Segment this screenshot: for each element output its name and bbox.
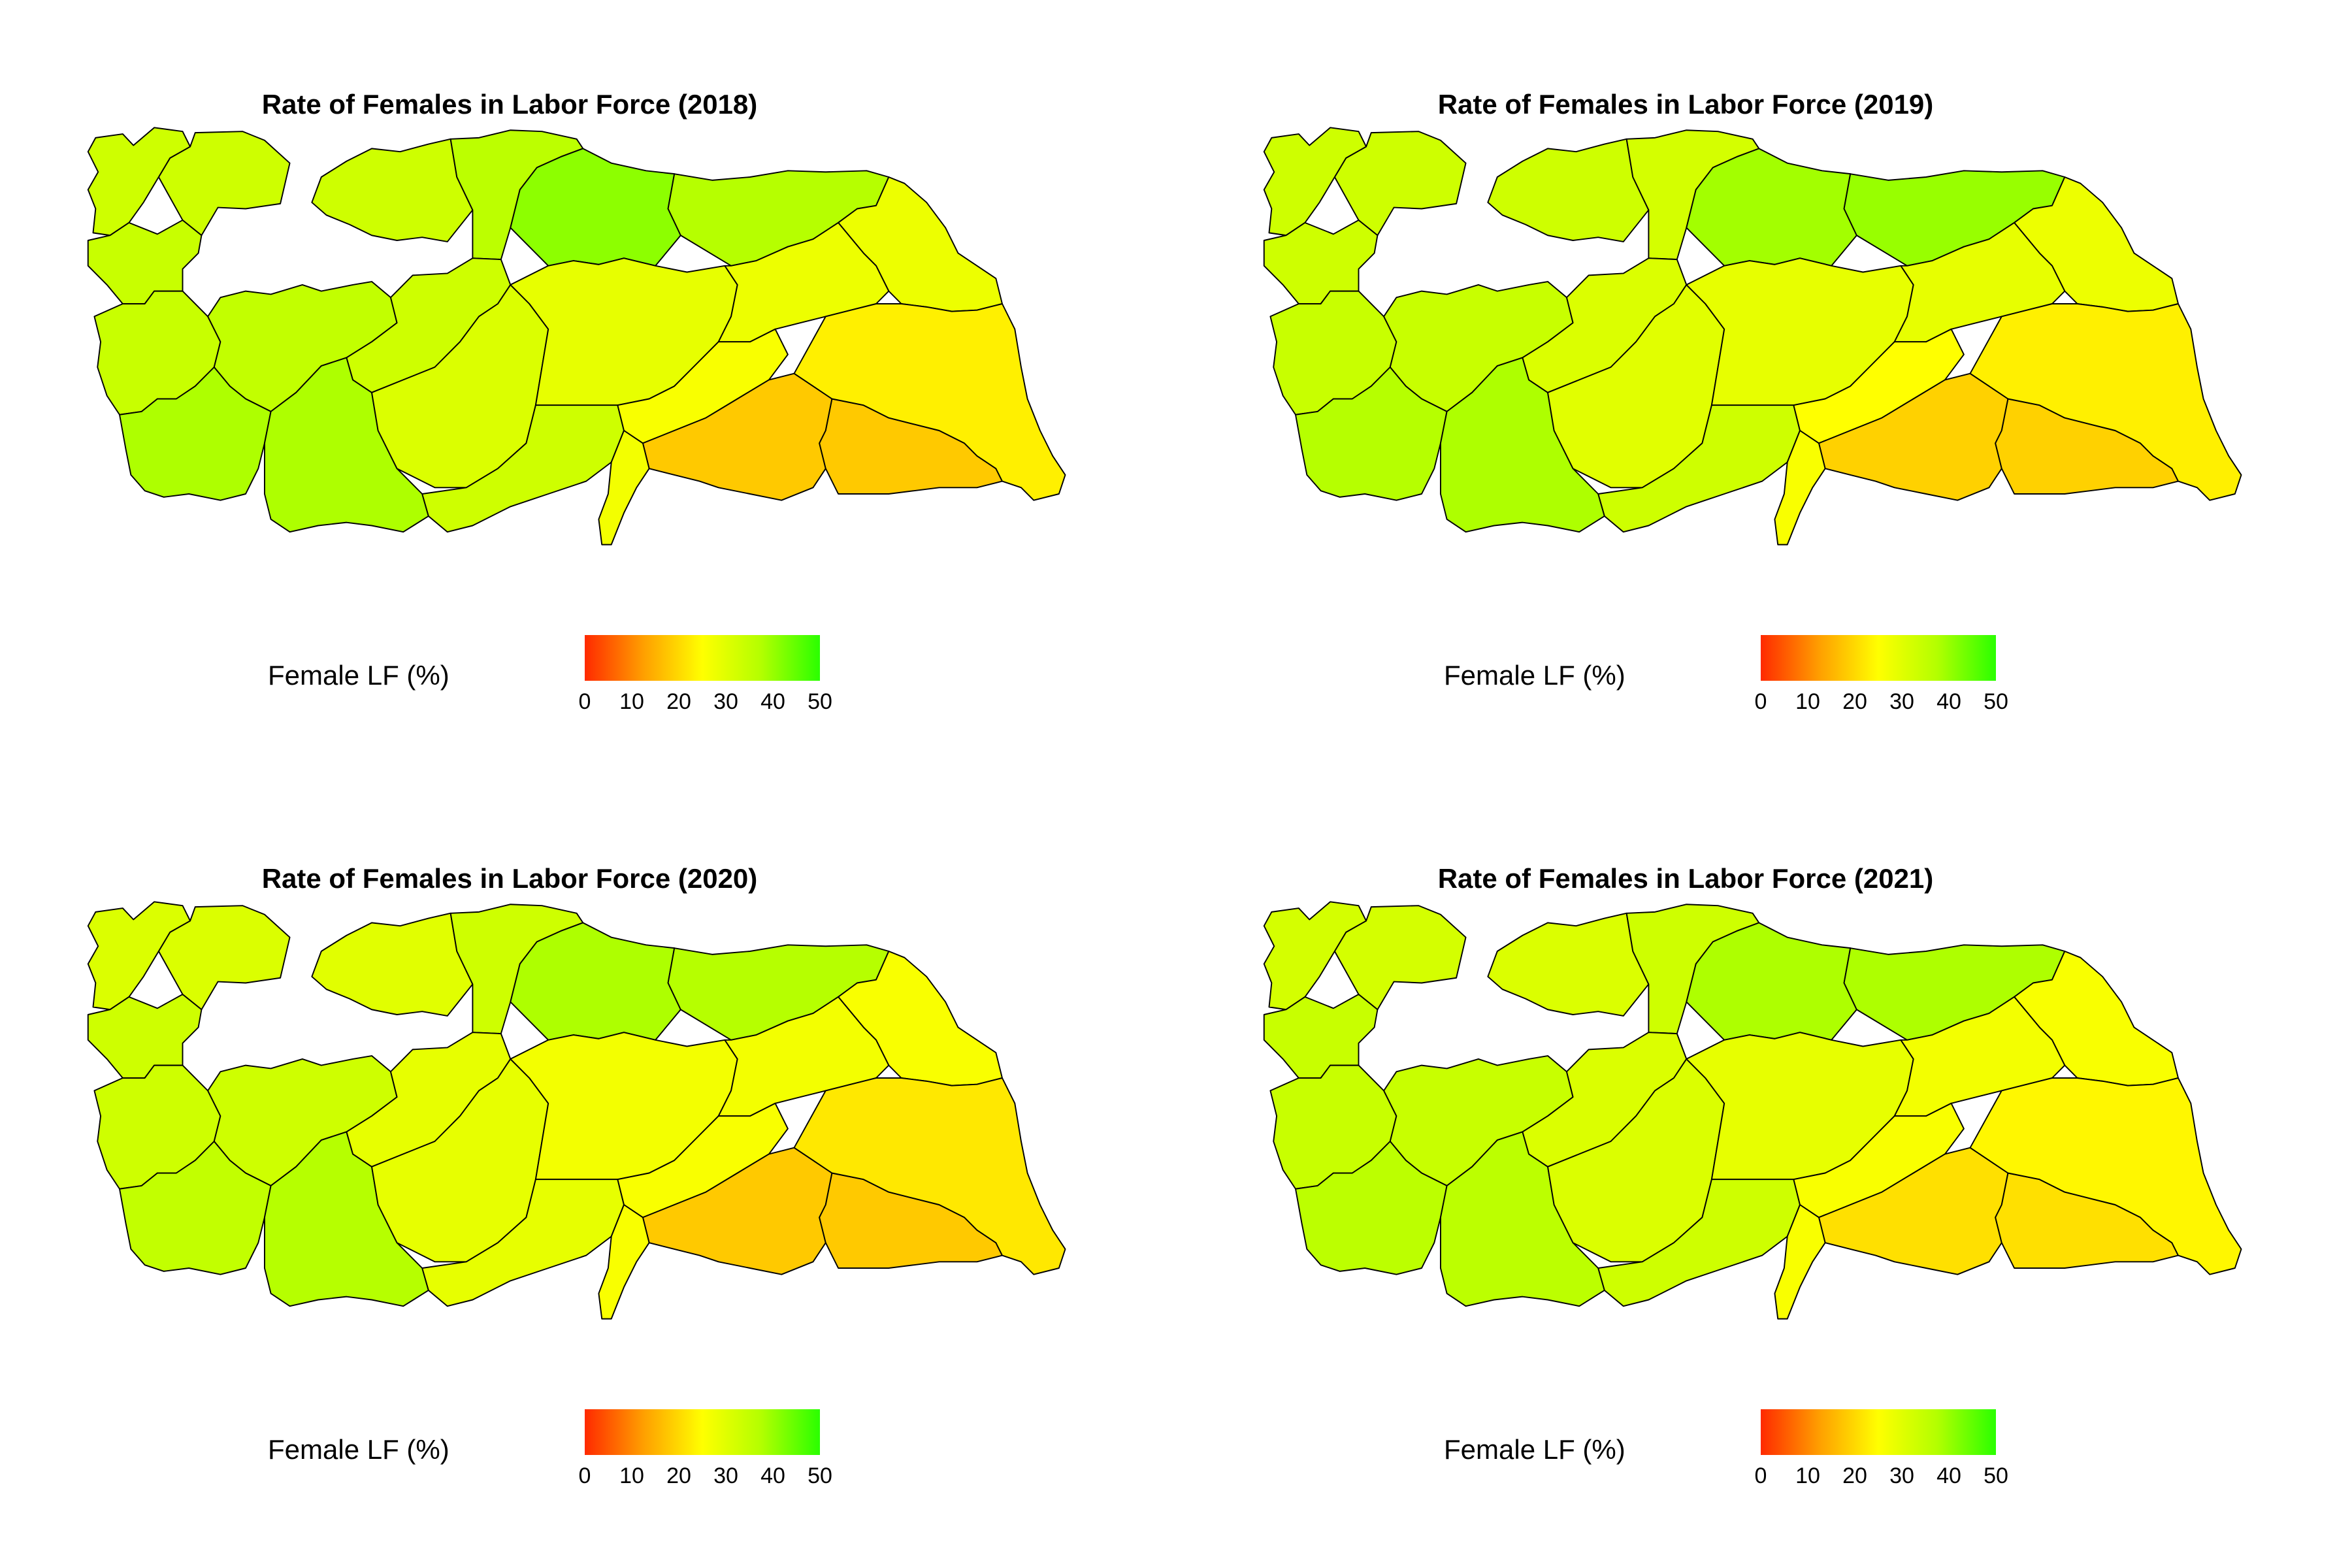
region-black-sea-west — [311, 912, 474, 1017]
legend-tick-label: 40 — [1936, 689, 1961, 714]
legend-colorbar — [1761, 635, 1996, 681]
legend-title: Female LF (%) — [268, 1434, 449, 1465]
map-panel: Rate of Females in Labor Force (2019) Fem… — [1176, 0, 2242, 714]
panel-title: Rate of Females in Labor Force (2020) — [261, 863, 758, 894]
region-marmara-south — [1263, 993, 1379, 1079]
region-marmara-south — [87, 993, 203, 1079]
legend-title: Female LF (%) — [1444, 1434, 1625, 1465]
region-hatay — [1774, 430, 1826, 546]
region-thrace — [87, 127, 191, 237]
panel-title: Rate of Females in Labor Force (2018) — [261, 89, 758, 120]
legend-tick-label: 30 — [713, 689, 738, 714]
legend-tick-label: 20 — [666, 1463, 691, 1488]
region-hatay — [1774, 1204, 1826, 1320]
legend-colorbar — [1761, 1409, 1996, 1455]
legend-tick-label: 40 — [760, 1463, 785, 1488]
legend-tick-label: 20 — [1842, 689, 1867, 714]
panel-title: Rate of Females in Labor Force (2019) — [1437, 89, 1934, 120]
legend-tick-label: 40 — [760, 689, 785, 714]
legend-tick-label: 10 — [619, 689, 644, 714]
legend-tick-label: 50 — [808, 689, 832, 714]
region-hatay — [598, 430, 650, 546]
region-marmara-south — [1263, 219, 1379, 304]
region-hatay — [598, 1204, 650, 1320]
legend-tick-label: 0 — [1754, 1463, 1767, 1488]
legend-ticks: 0 10 20 30 40 50 — [579, 1463, 832, 1490]
legend-tick-label: 10 — [1795, 1463, 1820, 1488]
panel-title: Rate of Females in Labor Force (2021) — [1437, 863, 1934, 894]
region-thrace — [87, 901, 191, 1011]
legend-ticks: 0 10 20 30 40 50 — [1755, 689, 2008, 715]
choropleth-map — [87, 127, 1066, 546]
legend-title: Female LF (%) — [268, 660, 449, 691]
legend-tick-label: 10 — [619, 1463, 644, 1488]
map-panel: Rate of Females in Labor Force (2021) Fem… — [1176, 774, 2242, 1488]
legend-tick-label: 30 — [1889, 1463, 1914, 1488]
legend-tick-label: 30 — [713, 1463, 738, 1488]
region-van — [1969, 303, 2242, 501]
region-marmara-south — [87, 219, 203, 304]
legend-colorbar — [585, 1409, 820, 1455]
legend-tick-label: 50 — [1984, 689, 2008, 714]
region-van — [793, 303, 1066, 501]
legend-title: Female LF (%) — [1444, 660, 1625, 691]
region-thrace — [1263, 901, 1367, 1011]
map-panel: Rate of Females in Labor Force (2018) Fem… — [0, 0, 1066, 714]
region-black-sea-west — [311, 138, 474, 242]
choropleth-map — [1263, 901, 2242, 1320]
legend-tick-label: 50 — [1984, 1463, 2008, 1488]
legend-tick-label: 50 — [808, 1463, 832, 1488]
legend-tick-label: 10 — [1795, 689, 1820, 714]
legend-tick-label: 0 — [578, 689, 591, 714]
map-panel: Rate of Females in Labor Force (2020) Fem… — [0, 774, 1066, 1488]
region-van — [1969, 1077, 2242, 1275]
legend-tick-label: 20 — [666, 689, 691, 714]
legend-ticks: 0 10 20 30 40 50 — [1755, 1463, 2008, 1490]
region-thrace — [1263, 127, 1367, 237]
legend-tick-label: 0 — [578, 1463, 591, 1488]
legend-tick-label: 0 — [1754, 689, 1767, 714]
choropleth-map — [87, 901, 1066, 1320]
legend-colorbar — [585, 635, 820, 681]
region-black-sea-west — [1487, 138, 1650, 242]
legend-tick-label: 30 — [1889, 689, 1914, 714]
choropleth-map — [1263, 127, 2242, 546]
region-van — [793, 1077, 1066, 1275]
legend-ticks: 0 10 20 30 40 50 — [579, 689, 832, 715]
legend-tick-label: 20 — [1842, 1463, 1867, 1488]
legend-tick-label: 40 — [1936, 1463, 1961, 1488]
region-black-sea-west — [1487, 912, 1650, 1017]
